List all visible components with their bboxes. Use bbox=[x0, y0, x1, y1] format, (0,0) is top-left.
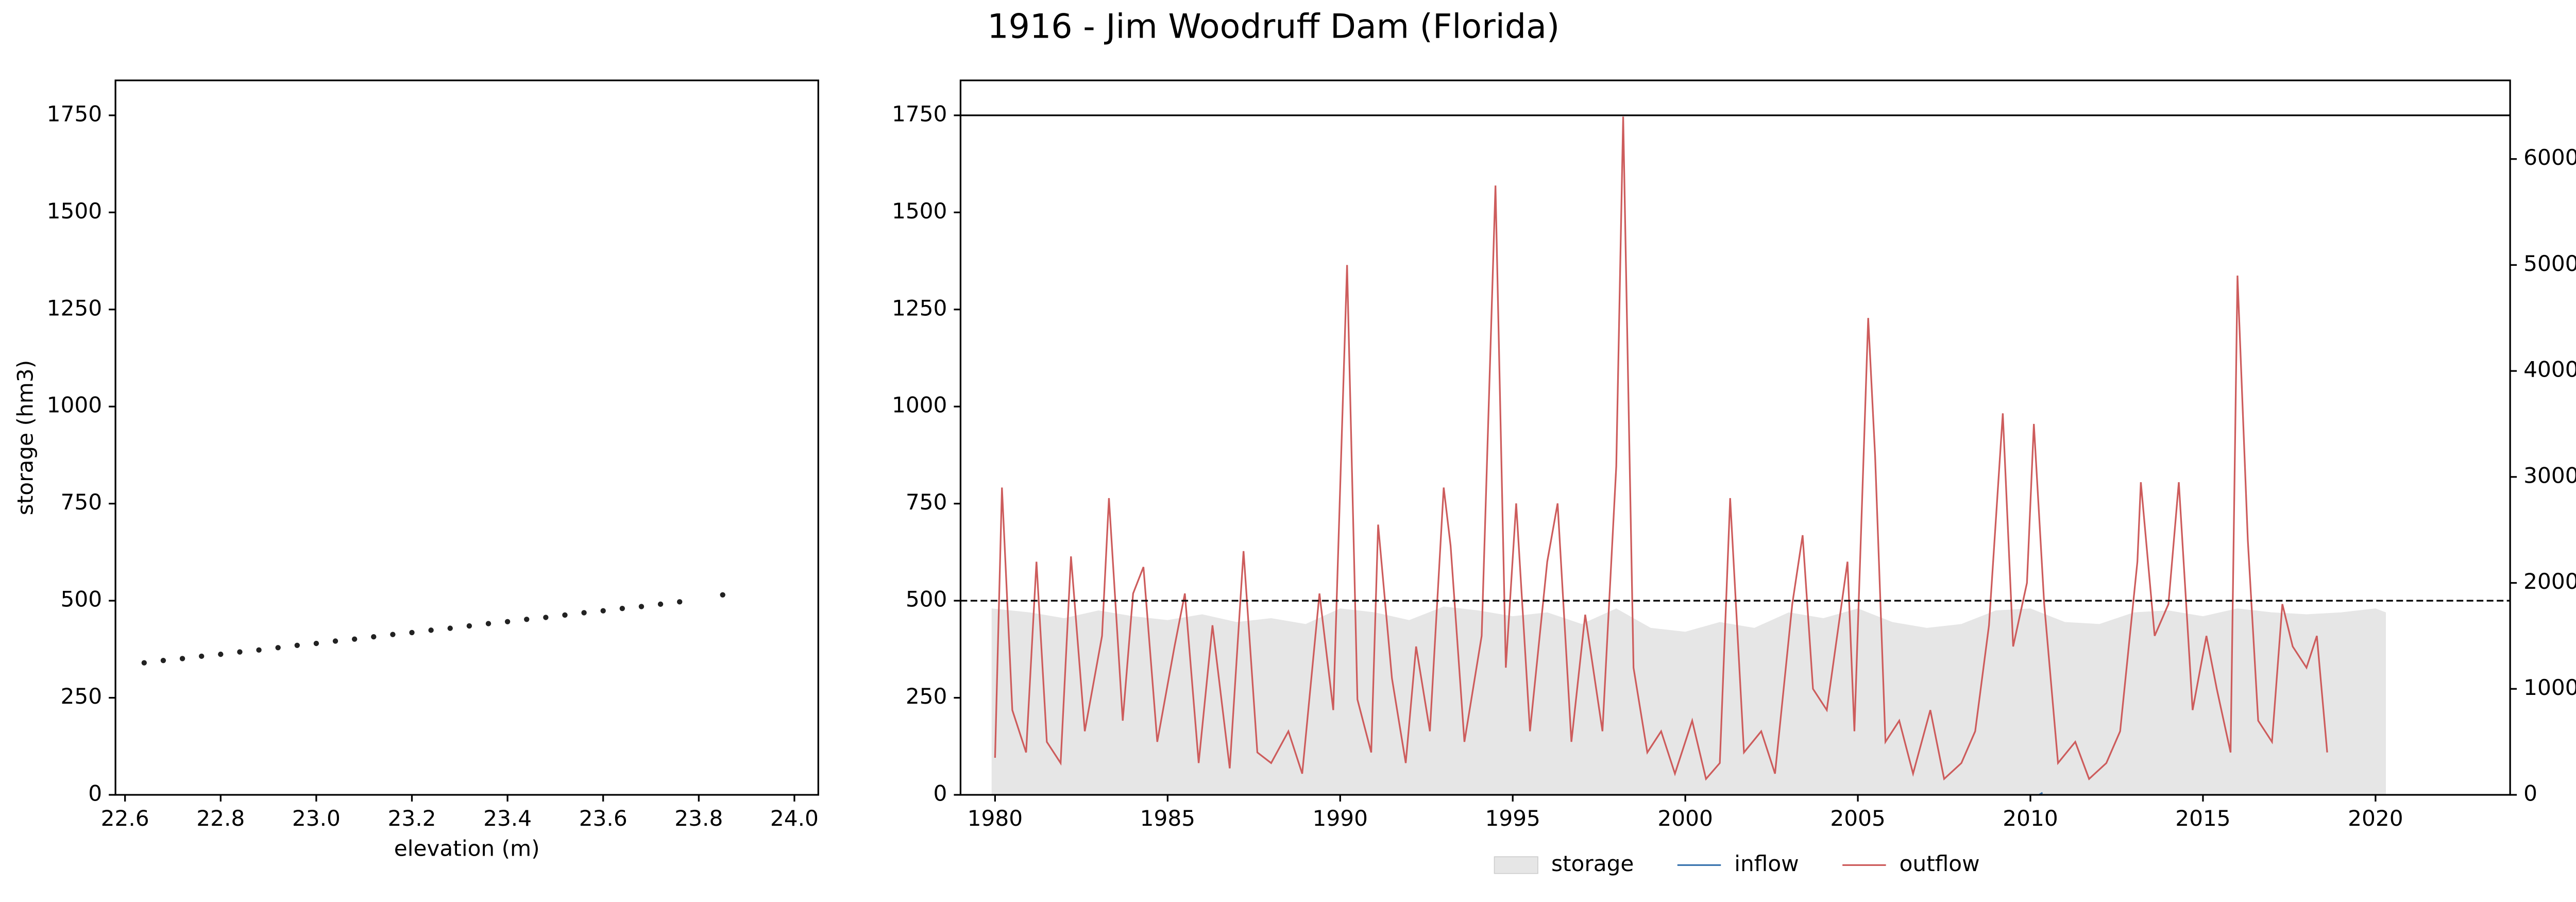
x-tick-label: 1980 bbox=[968, 806, 1023, 831]
legend-label: inflow bbox=[1734, 851, 1799, 876]
scatter-point bbox=[543, 615, 549, 620]
x-tick-label: 23.4 bbox=[483, 806, 532, 831]
scatter-point bbox=[562, 612, 568, 618]
y-tick-label: 0 bbox=[934, 780, 947, 806]
x-tick-label: 23.2 bbox=[387, 806, 436, 831]
y2-tick-label: 2000 bbox=[2523, 569, 2576, 594]
y2-tick-label: 3000 bbox=[2523, 463, 2576, 488]
y-tick-label: 750 bbox=[61, 489, 103, 515]
x-tick-label: 23.6 bbox=[579, 806, 628, 831]
x-tick-label: 24.0 bbox=[770, 806, 819, 831]
x-tick-label: 23.0 bbox=[292, 806, 341, 831]
scatter-point bbox=[160, 657, 166, 663]
scatter-point bbox=[275, 645, 281, 651]
scatter-point bbox=[256, 647, 262, 653]
storage-area bbox=[991, 606, 2386, 795]
y-tick-label: 1750 bbox=[892, 101, 947, 126]
x-tick-label: 22.8 bbox=[196, 806, 245, 831]
x-axis-label: elevation (m) bbox=[394, 836, 540, 861]
y-tick-label: 500 bbox=[906, 587, 947, 612]
y-tick-label: 0 bbox=[88, 780, 102, 806]
x-tick-label: 2010 bbox=[2003, 806, 2058, 831]
y-tick-label: 1000 bbox=[47, 393, 102, 418]
y-tick-label: 250 bbox=[61, 684, 103, 709]
plot-frame bbox=[959, 79, 2511, 796]
scatter-point bbox=[619, 605, 625, 611]
scatter-point bbox=[390, 632, 396, 637]
scatter-point bbox=[524, 617, 530, 622]
y2-tick-label: 6000 bbox=[2523, 145, 2576, 170]
scatter-point bbox=[600, 608, 606, 614]
x-tick-label: 23.8 bbox=[674, 806, 723, 831]
y2-tick-label: 0 bbox=[2523, 780, 2537, 806]
scatter-point bbox=[179, 656, 185, 661]
y2-tick-label: 4000 bbox=[2523, 357, 2576, 382]
x-tick-label: 1990 bbox=[1313, 806, 1368, 831]
scatter-point bbox=[198, 653, 205, 659]
y-tick-label: 1500 bbox=[47, 198, 102, 224]
legend-swatch bbox=[1494, 856, 1538, 874]
scatter-point bbox=[371, 634, 377, 640]
x-tick-label: 22.6 bbox=[101, 806, 149, 831]
y2-tick-label: 5000 bbox=[2523, 251, 2576, 276]
scatter-point bbox=[581, 610, 587, 616]
y-axis-label: storage (hm3) bbox=[12, 360, 38, 515]
x-tick-label: 2015 bbox=[2175, 806, 2230, 831]
scatter-point bbox=[409, 629, 415, 636]
scatter-point bbox=[141, 660, 147, 666]
scatter-point bbox=[447, 625, 453, 631]
scatter-point bbox=[504, 619, 511, 624]
y-tick-label: 750 bbox=[906, 489, 947, 515]
y2-tick-label: 1000 bbox=[2523, 675, 2576, 700]
x-tick-label: 2020 bbox=[2348, 806, 2403, 831]
y-tick-label: 1750 bbox=[47, 101, 102, 126]
x-tick-label: 1985 bbox=[1140, 806, 1195, 831]
scatter-point bbox=[720, 592, 725, 598]
scatter-point bbox=[466, 623, 472, 629]
scatter-point bbox=[218, 651, 224, 657]
scatter-point bbox=[332, 638, 338, 644]
figure-title: 1916 - Jim Woodruff Dam (Florida) bbox=[987, 7, 1560, 46]
plot-frame bbox=[114, 79, 819, 796]
y-tick-label: 1500 bbox=[892, 198, 947, 224]
scatter-point bbox=[294, 642, 300, 648]
scatter-point bbox=[485, 621, 492, 626]
scatter-point bbox=[428, 627, 434, 633]
scatter-point bbox=[676, 599, 683, 605]
scatter-point bbox=[351, 636, 358, 642]
y-tick-label: 500 bbox=[61, 587, 103, 612]
y-tick-label: 250 bbox=[906, 684, 947, 709]
y-tick-label: 1250 bbox=[892, 295, 947, 320]
scatter-point bbox=[657, 601, 664, 607]
y-tick-label: 1000 bbox=[892, 393, 947, 418]
legend-label: outflow bbox=[1900, 851, 1980, 876]
y-tick-label: 1250 bbox=[47, 295, 102, 320]
outflow-line bbox=[994, 116, 2328, 781]
x-tick-label: 2000 bbox=[1657, 806, 1713, 831]
scatter-point bbox=[638, 604, 645, 609]
x-tick-label: 1995 bbox=[1485, 806, 1540, 831]
legend-label: storage bbox=[1551, 851, 1634, 876]
scatter-point bbox=[313, 640, 319, 646]
x-tick-label: 2005 bbox=[1830, 806, 1885, 831]
scatter-point bbox=[237, 649, 243, 655]
